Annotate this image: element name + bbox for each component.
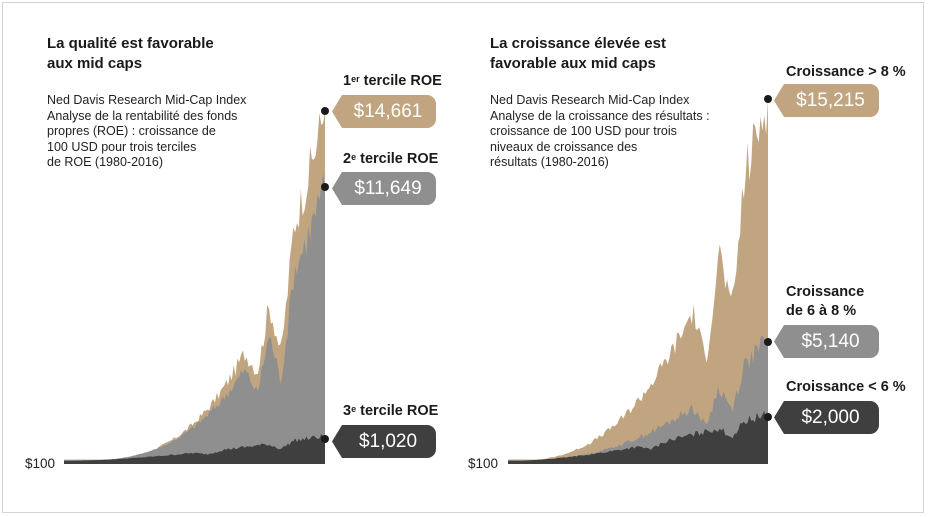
left-series-2-label: 2e tercile ROE <box>343 151 439 167</box>
right-series-1-end-dot <box>764 95 772 103</box>
right-series-3-end-value-tag: $2,000 <box>774 401 879 434</box>
right-series-3-end-dot <box>764 413 772 421</box>
left-chart-title: La qualité est favorable aux mid caps <box>47 35 214 72</box>
right-chart-title: La croissance élevée est favorable aux m… <box>490 35 666 72</box>
right-series-3-label: Croissance < 6 % <box>786 379 906 395</box>
right-series-1-area <box>508 99 768 464</box>
right-series-1-end-value-tag: $15,215 <box>774 84 879 117</box>
right-series-2-end-dot <box>764 338 772 346</box>
left-start-value-label: $100 <box>25 456 56 471</box>
left-series-1-area <box>64 111 325 464</box>
left-series-2-end-dot <box>321 183 329 191</box>
left-chart-subtitle: Ned Davis Research Mid-Cap Index Analyse… <box>47 93 247 169</box>
right-series-2-label: Croissance de 6 à 8 % <box>786 284 865 319</box>
left-series-3-label: 3e tercile ROE <box>343 403 439 419</box>
endpoint-dots <box>321 95 772 443</box>
left-series-1-end-dot <box>321 107 329 115</box>
left-chart-areas <box>64 111 325 464</box>
left-series-3-end-dot <box>321 435 329 443</box>
left-series-2-area <box>64 173 325 464</box>
right-series-1-label: Croissance > 8 % <box>786 64 906 80</box>
left-series-1-label: 1er tercile ROE <box>343 73 442 89</box>
right-series-3-area <box>508 410 768 464</box>
left-series-3-end-value-tag: $1,020 <box>332 425 436 458</box>
right-chart-areas <box>508 99 768 464</box>
right-series-2-end-value-tag: $5,140 <box>774 325 879 358</box>
right-start-value-label: $100 <box>468 456 499 471</box>
left-series-1-end-value-tag: $14,661 <box>332 95 436 128</box>
left-series-2-end-value-tag: $11,649 <box>332 172 436 205</box>
right-series-2-area <box>508 335 768 464</box>
left-series-3-area <box>64 433 325 464</box>
right-chart-subtitle: Ned Davis Research Mid-Cap Index Analyse… <box>490 93 710 169</box>
